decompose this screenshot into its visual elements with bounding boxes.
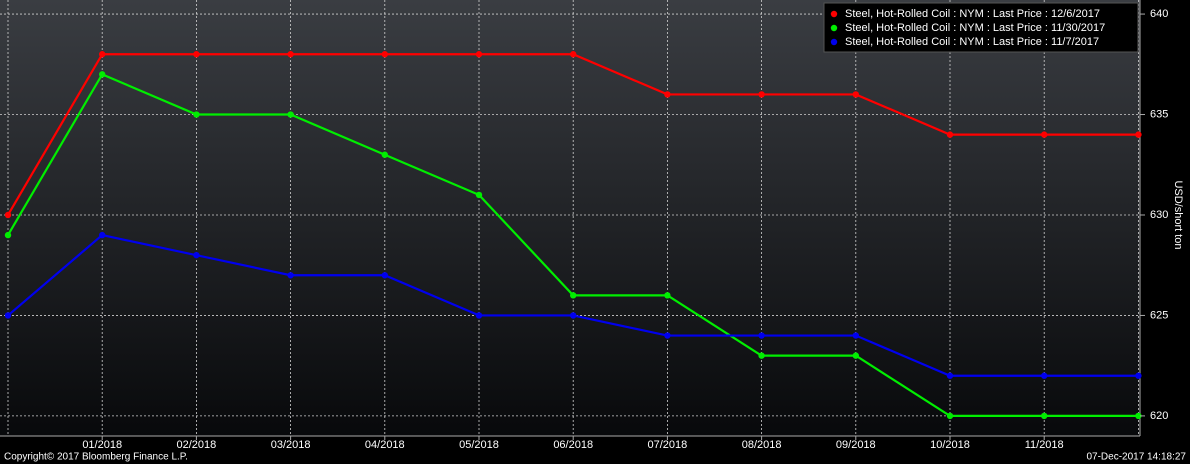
point [1041, 372, 1048, 379]
point [1041, 131, 1048, 138]
point [758, 352, 765, 359]
point [1135, 131, 1142, 138]
legend-marker [830, 38, 838, 46]
y-tick-label: 635 [1150, 108, 1168, 120]
point [570, 312, 577, 319]
point [381, 51, 388, 58]
x-tick-label: 09/2018 [836, 439, 876, 451]
point [946, 372, 954, 379]
point [475, 312, 483, 319]
x-tick-label: 06/2018 [553, 439, 593, 451]
footer-timestamp: 07-Dec-2017 14:18:27 [1086, 452, 1186, 463]
point [475, 191, 483, 199]
legend-label: Steel, Hot-Rolled Coil : NYM : Last Pric… [845, 36, 1099, 48]
x-tick-label: 05/2018 [459, 439, 499, 451]
x-tick-label: 07/2018 [648, 439, 688, 451]
point [99, 51, 106, 58]
legend-marker [830, 10, 838, 18]
point [852, 332, 859, 339]
point [287, 51, 294, 58]
point [4, 231, 12, 239]
legend-label: Steel, Hot-Rolled Coil : NYM : Last Pric… [845, 8, 1100, 20]
legend-label: Steel, Hot-Rolled Coil : NYM : Last Pric… [845, 22, 1105, 34]
legend [823, 2, 1139, 53]
point [1135, 412, 1142, 420]
y-axis-label: USD/short ton [1172, 180, 1184, 249]
point [381, 272, 388, 279]
point [852, 352, 859, 359]
point [946, 412, 954, 420]
point [1041, 412, 1048, 420]
point [381, 151, 388, 158]
footer-copyright: Copyright© 2017 Bloomberg Finance L.P. [4, 452, 188, 463]
x-tick-label: 08/2018 [742, 439, 782, 451]
point [664, 332, 671, 339]
x-tick-label: 04/2018 [365, 439, 405, 451]
x-tick-label: 03/2018 [271, 439, 311, 451]
point [570, 51, 577, 58]
y-tick-label: 640 [1150, 8, 1168, 20]
plot [0, 0, 1142, 436]
x-tick-label: 01/2018 [82, 439, 122, 451]
point [193, 111, 200, 118]
y-tick-label: 625 [1150, 309, 1168, 321]
x-tick-label: 11/2018 [1025, 439, 1064, 451]
point [4, 211, 12, 219]
point [99, 231, 106, 239]
x-tick-label: 02/2018 [177, 439, 217, 451]
point [758, 332, 765, 339]
legend-marker [830, 24, 838, 32]
point [1135, 372, 1142, 379]
point [946, 131, 954, 138]
point [4, 312, 12, 319]
point [193, 51, 200, 58]
point [852, 91, 859, 98]
point [287, 272, 294, 279]
plot-area [0, 0, 1140, 436]
point [193, 251, 200, 259]
point [758, 91, 765, 98]
x-tick-label: 10/2018 [930, 439, 970, 451]
point [287, 111, 294, 118]
y-tick-label: 620 [1150, 410, 1168, 422]
point [99, 71, 106, 78]
y-tick-label: 630 [1150, 209, 1168, 221]
axis-area [1140, 0, 1190, 436]
point [475, 51, 483, 58]
point [570, 292, 577, 299]
point [664, 91, 671, 98]
point [664, 292, 671, 299]
